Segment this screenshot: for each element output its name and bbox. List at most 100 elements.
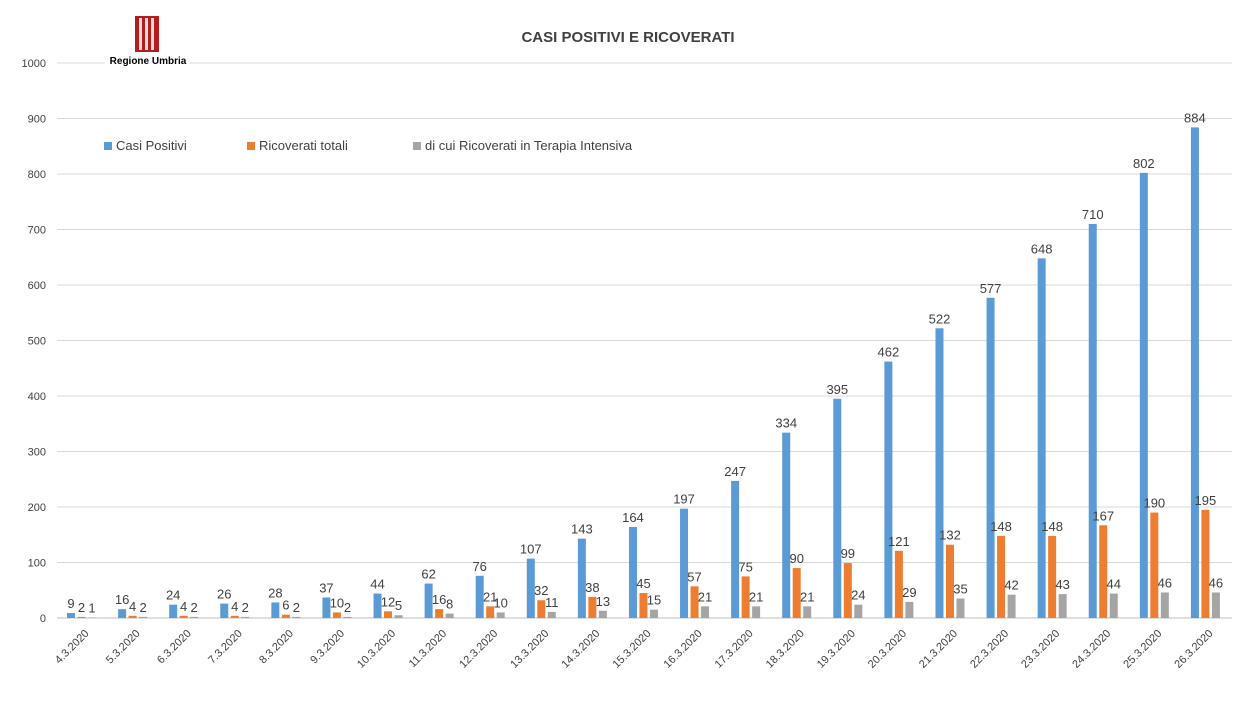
bar-ricoverati-totali bbox=[179, 615, 188, 618]
data-label-casi-positivi: 9 bbox=[67, 596, 74, 611]
chart-title: CASI POSITIVI E RICOVERATI bbox=[521, 29, 734, 46]
data-label-casi-positivi: 28 bbox=[268, 585, 282, 600]
x-axis: 4.3.2020 5.3.2020 6.3.2020 7.3.2020 8.3.2020… bbox=[53, 628, 1216, 671]
data-label-casi-positivi: 16 bbox=[115, 592, 129, 607]
x-tick-label: 9.3.2020 bbox=[308, 628, 347, 667]
data-label-casi-positivi: 143 bbox=[571, 522, 593, 537]
data-label-terapia-intensiva: 46 bbox=[1158, 575, 1172, 590]
bar-terapia-intensiva bbox=[752, 606, 761, 618]
bar-casi-positivi bbox=[986, 297, 995, 618]
x-tick-label: 12.3.2020 bbox=[457, 628, 500, 671]
bar-terapia-intensiva bbox=[1160, 592, 1169, 618]
logo-emblem-stripe bbox=[151, 18, 154, 50]
bar-terapia-intensiva bbox=[496, 612, 505, 618]
bar-ricoverati-totali bbox=[690, 586, 699, 618]
legend: Casi Positivi Ricoverati totali di cui R… bbox=[104, 138, 633, 153]
y-tick-label: 500 bbox=[28, 336, 46, 348]
data-label-terapia-intensiva: 21 bbox=[749, 589, 763, 604]
x-tick-label: 6.3.2020 bbox=[155, 628, 194, 667]
y-tick-label: 400 bbox=[28, 391, 46, 403]
data-label-ricoverati-totali: 57 bbox=[687, 569, 701, 584]
bar-casi-positivi bbox=[1037, 258, 1046, 618]
data-label-terapia-intensiva: 44 bbox=[1107, 577, 1121, 592]
data-label-terapia-intensiva: 29 bbox=[902, 585, 916, 600]
bar-casi-positivi bbox=[884, 361, 893, 618]
data-label-ricoverati-totali: 4 bbox=[231, 599, 238, 614]
data-label-ricoverati-totali: 4 bbox=[129, 599, 136, 614]
bar-terapia-intensiva bbox=[445, 613, 454, 618]
data-label-casi-positivi: 577 bbox=[980, 281, 1002, 296]
x-tick-label: 23.3.2020 bbox=[1019, 628, 1062, 671]
y-tick-label: 0 bbox=[40, 613, 46, 625]
data-label-terapia-intensiva: 21 bbox=[800, 589, 814, 604]
bar-ricoverati-totali bbox=[77, 616, 86, 618]
legend-label-casi-positivi: Casi Positivi bbox=[116, 138, 187, 153]
data-label-ricoverati-totali: 167 bbox=[1092, 508, 1114, 523]
bar-ricoverati-totali bbox=[384, 611, 393, 618]
data-label-casi-positivi: 462 bbox=[878, 345, 900, 360]
data-label-casi-positivi: 26 bbox=[217, 587, 231, 602]
x-tick-label: 24.3.2020 bbox=[1070, 628, 1113, 671]
bar-casi-positivi bbox=[271, 602, 280, 618]
bar-ricoverati-totali bbox=[281, 614, 290, 618]
bar-ricoverati-totali bbox=[537, 600, 546, 618]
data-label-terapia-intensiva: 2 bbox=[191, 600, 198, 615]
bar-terapia-intensiva bbox=[905, 601, 914, 618]
bar-casi-positivi bbox=[935, 328, 944, 618]
bar-casi-positivi bbox=[373, 593, 382, 618]
data-label-casi-positivi: 334 bbox=[775, 416, 797, 431]
bar-ricoverati-totali bbox=[230, 615, 239, 618]
data-label-terapia-intensiva: 35 bbox=[953, 582, 967, 597]
y-tick-label: 700 bbox=[28, 225, 46, 237]
legend-label-ricoverati-totali: Ricoverati totali bbox=[259, 138, 348, 153]
data-label-terapia-intensiva: 5 bbox=[395, 598, 402, 613]
bar-casi-positivi bbox=[526, 558, 535, 618]
bar-casi-positivi bbox=[577, 538, 586, 618]
data-label-casi-positivi: 648 bbox=[1031, 241, 1053, 256]
data-label-ricoverati-totali: 121 bbox=[888, 534, 910, 549]
legend-label-terapia-intensiva: di cui Ricoverati in Terapia Intensiva bbox=[425, 138, 633, 153]
bar-ricoverati-totali bbox=[894, 550, 903, 618]
bar-terapia-intensiva bbox=[88, 617, 96, 618]
bar-casi-positivi bbox=[169, 604, 178, 618]
bar-ricoverati-totali bbox=[843, 563, 852, 618]
data-label-ricoverati-totali: 38 bbox=[585, 580, 599, 595]
bar-ricoverati-totali bbox=[435, 609, 444, 618]
bar-ricoverati-totali bbox=[128, 615, 137, 618]
data-label-casi-positivi: 802 bbox=[1133, 156, 1155, 171]
data-label-casi-positivi: 62 bbox=[421, 567, 435, 582]
data-label-casi-positivi: 522 bbox=[929, 311, 951, 326]
data-label-casi-positivi: 710 bbox=[1082, 207, 1104, 222]
legend-swatch-ricoverati-totali bbox=[247, 142, 255, 150]
bar-casi-positivi bbox=[680, 508, 689, 618]
data-label-ricoverati-totali: 10 bbox=[330, 595, 344, 610]
bar-terapia-intensiva bbox=[343, 616, 352, 618]
bar-casi-positivi bbox=[782, 432, 791, 618]
legend-swatch-terapia-intensiva bbox=[413, 142, 421, 150]
bar-casi-positivi bbox=[1088, 223, 1097, 618]
data-label-ricoverati-totali: 45 bbox=[636, 576, 650, 591]
data-label-ricoverati-totali: 4 bbox=[180, 599, 187, 614]
bar-ricoverati-totali bbox=[792, 568, 801, 618]
data-label-casi-positivi: 247 bbox=[724, 464, 746, 479]
bar-terapia-intensiva bbox=[956, 598, 965, 618]
bar-ricoverati-totali bbox=[741, 576, 750, 618]
x-tick-label: 15.3.2020 bbox=[610, 628, 653, 671]
data-label-ricoverati-totali: 32 bbox=[534, 583, 548, 598]
x-tick-label: 8.3.2020 bbox=[257, 628, 296, 667]
data-label-ricoverati-totali: 2 bbox=[78, 600, 85, 615]
data-label-casi-positivi: 197 bbox=[673, 492, 695, 507]
data-label-terapia-intensiva: 10 bbox=[493, 595, 507, 610]
data-label-ricoverati-totali: 6 bbox=[282, 598, 289, 613]
bar-ricoverati-totali bbox=[1201, 509, 1210, 618]
data-label-ricoverati-totali: 16 bbox=[432, 592, 446, 607]
bar-terapia-intensiva bbox=[854, 604, 863, 618]
bar-terapia-intensiva bbox=[1211, 592, 1220, 618]
x-tick-label: 21.3.2020 bbox=[917, 628, 960, 671]
bar-terapia-intensiva bbox=[547, 611, 556, 618]
logo-emblem-stripe bbox=[145, 18, 148, 50]
bar-casi-positivi bbox=[220, 603, 229, 618]
bar-casi-positivi bbox=[1190, 127, 1199, 618]
